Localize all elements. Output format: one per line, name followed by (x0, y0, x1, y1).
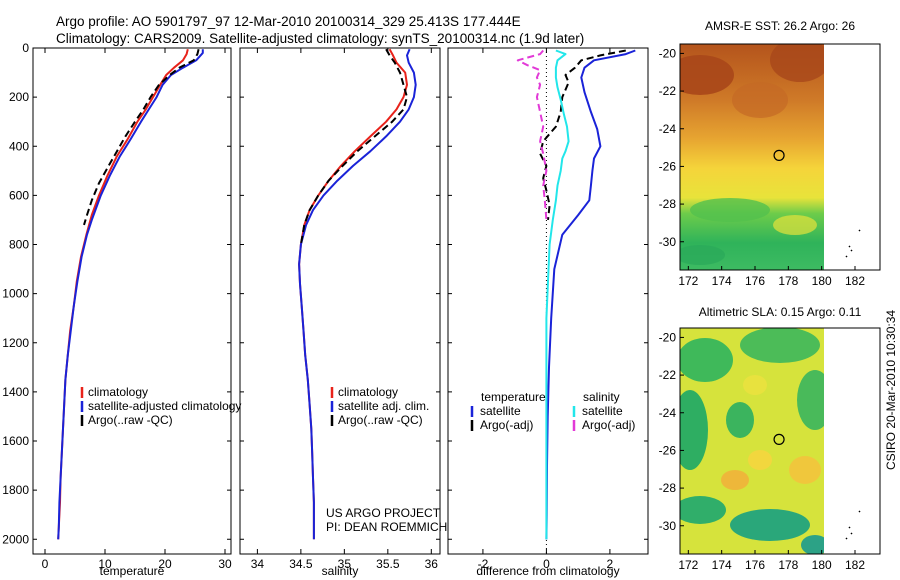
salinity-panel: 34 34.5 35 35.5 36 salinity climatologysatelli… (239, 47, 441, 578)
x-tick-label: -2 (478, 557, 489, 571)
legend-label: Argo(..raw -QC) (338, 413, 423, 427)
x-tick-label: 35.5 (376, 557, 400, 571)
sst-map-nodata (824, 44, 880, 270)
map-x-tick-label: 180 (812, 274, 832, 288)
legend-label: satellite (480, 404, 521, 418)
map-x-tick-label: 182 (845, 558, 865, 572)
legend-label: climatology (88, 385, 148, 399)
header-line-1: Argo profile: AO 5901797_97 12-Mar-2010 … (56, 14, 521, 29)
sla-map-axes: 172 174 176 178 180 182 -20 -22 -24 -26 -28 -30 (659, 330, 866, 572)
series-line-black (299, 48, 408, 245)
y-tick-label: 0 (22, 41, 29, 55)
map-x-tick-label: 180 (812, 558, 832, 572)
sla-map-patches (680, 328, 824, 554)
plot-frame (239, 47, 441, 555)
y-tick-label: 600 (9, 188, 29, 202)
header-line-2: Climatology: CARS2009. Satellite-adjuste… (56, 31, 584, 46)
sla-island-dots (845, 510, 861, 540)
x-tick-label: 34.5 (289, 557, 313, 571)
series-line-cyan (545, 49, 570, 540)
legend-label: satellite-adjusted climatology (88, 399, 241, 413)
map-x-tick-label: 172 (678, 558, 698, 572)
x-axis-label: difference from climatology (476, 564, 619, 578)
y-tick-label: 1200 (2, 336, 29, 350)
map-y-tick-label: -28 (659, 197, 677, 211)
map-y-tick-label: -28 (659, 481, 677, 495)
sst-island-dots (845, 229, 861, 258)
sst-map-axes: 172 174 176 178 180 182 -20 -22 -24 -26 -28 -30 (659, 46, 866, 288)
x-tick-label: 20 (158, 557, 172, 571)
sla-map: Altimetric SLA: 0.15 Argo: 0.11 172 174 17… (659, 305, 881, 572)
map-x-tick-label: 174 (712, 558, 732, 572)
x-axis-label: temperature (100, 564, 165, 578)
map-y-tick-label: -26 (659, 443, 677, 457)
legend-group-title: temperature (481, 390, 546, 404)
x-tick-label: 0 (42, 557, 49, 571)
legend-group-title: salinity (583, 390, 620, 404)
legend-label: climatology (338, 385, 398, 399)
map-y-tick-label: -22 (659, 368, 677, 382)
map-y-tick-label: -22 (659, 84, 677, 98)
project-credit: US ARGO PROJECT (326, 506, 441, 520)
y-tick-label: 1800 (2, 483, 29, 497)
sla-map-title: Altimetric SLA: 0.15 Argo: 0.11 (699, 305, 862, 319)
series-line-red (57, 48, 189, 540)
y-tick-label: 200 (9, 90, 29, 104)
legend-label: Argo(-adj) (582, 418, 635, 432)
map-x-tick-label: 174 (712, 274, 732, 288)
sst-map-patches (680, 44, 824, 265)
map-y-tick-label: -30 (659, 235, 677, 249)
map-y-tick-label: -24 (659, 406, 677, 420)
sst-map-title: AMSR-E SST: 26.2 Argo: 26 (705, 19, 855, 33)
series-line-blue (57, 49, 204, 540)
x-tick-label: 36 (425, 557, 439, 571)
x-tick-label: 34 (251, 557, 265, 571)
y-tick-label: 2000 (2, 532, 29, 546)
sla-map-nodata (824, 328, 880, 554)
y-tick-label: 800 (9, 238, 29, 252)
map-y-tick-label: -26 (659, 159, 677, 173)
map-x-tick-label: 182 (845, 274, 865, 288)
series-line-black (83, 48, 200, 226)
y-tick-label: 1000 (2, 287, 29, 301)
y-tick-label: 1600 (2, 434, 29, 448)
legend-label: Argo(..raw -QC) (88, 413, 173, 427)
legend-label: Argo(-adj) (480, 418, 533, 432)
map-x-tick-label: 176 (745, 558, 765, 572)
sst-argo-marker (773, 149, 785, 161)
plot-frame (32, 47, 232, 555)
map-x-tick-label: 176 (745, 274, 765, 288)
sla-argo-marker (773, 433, 785, 445)
y-tick-label: 400 (9, 139, 29, 153)
x-tick-label: 30 (218, 557, 232, 571)
legend-label: satellite (582, 404, 623, 418)
map-y-tick-label: -24 (659, 122, 677, 136)
temperature-panel: 0 10 20 30 temperature 0 200 400 600 800 1000 1200 1… (2, 41, 241, 578)
plot-frame (447, 47, 649, 555)
series-line-blue (545, 49, 636, 540)
pi-credit: PI: DEAN ROEMMICH (326, 520, 447, 534)
series-line-black (539, 49, 626, 221)
x-tick-label: 35 (338, 557, 352, 571)
map-x-tick-label: 178 (778, 558, 798, 572)
x-axis-label: salinity (322, 564, 359, 578)
series-line-magenta (516, 49, 548, 220)
y-tick-label: 1400 (2, 385, 29, 399)
sst-map: AMSR-E SST: 26.2 Argo: 26 172 174 176 178 18… (659, 19, 881, 288)
x-tick-label: 0 (543, 557, 550, 571)
sst-map-frame (679, 43, 881, 271)
series-line-blue (298, 48, 417, 540)
map-x-tick-label: 178 (778, 274, 798, 288)
map-y-tick-label: -30 (659, 519, 677, 533)
legend-label: satellite adj. clim. (338, 399, 429, 413)
csiro-timestamp: CSIRO 20-Mar-2010 10:30:34 (884, 310, 898, 470)
map-y-tick-label: -20 (659, 46, 677, 60)
map-x-tick-label: 172 (678, 274, 698, 288)
x-tick-label: 10 (98, 557, 112, 571)
x-tick-label: 2 (607, 557, 614, 571)
sla-map-frame (679, 327, 881, 555)
map-y-tick-label: -20 (659, 330, 677, 344)
